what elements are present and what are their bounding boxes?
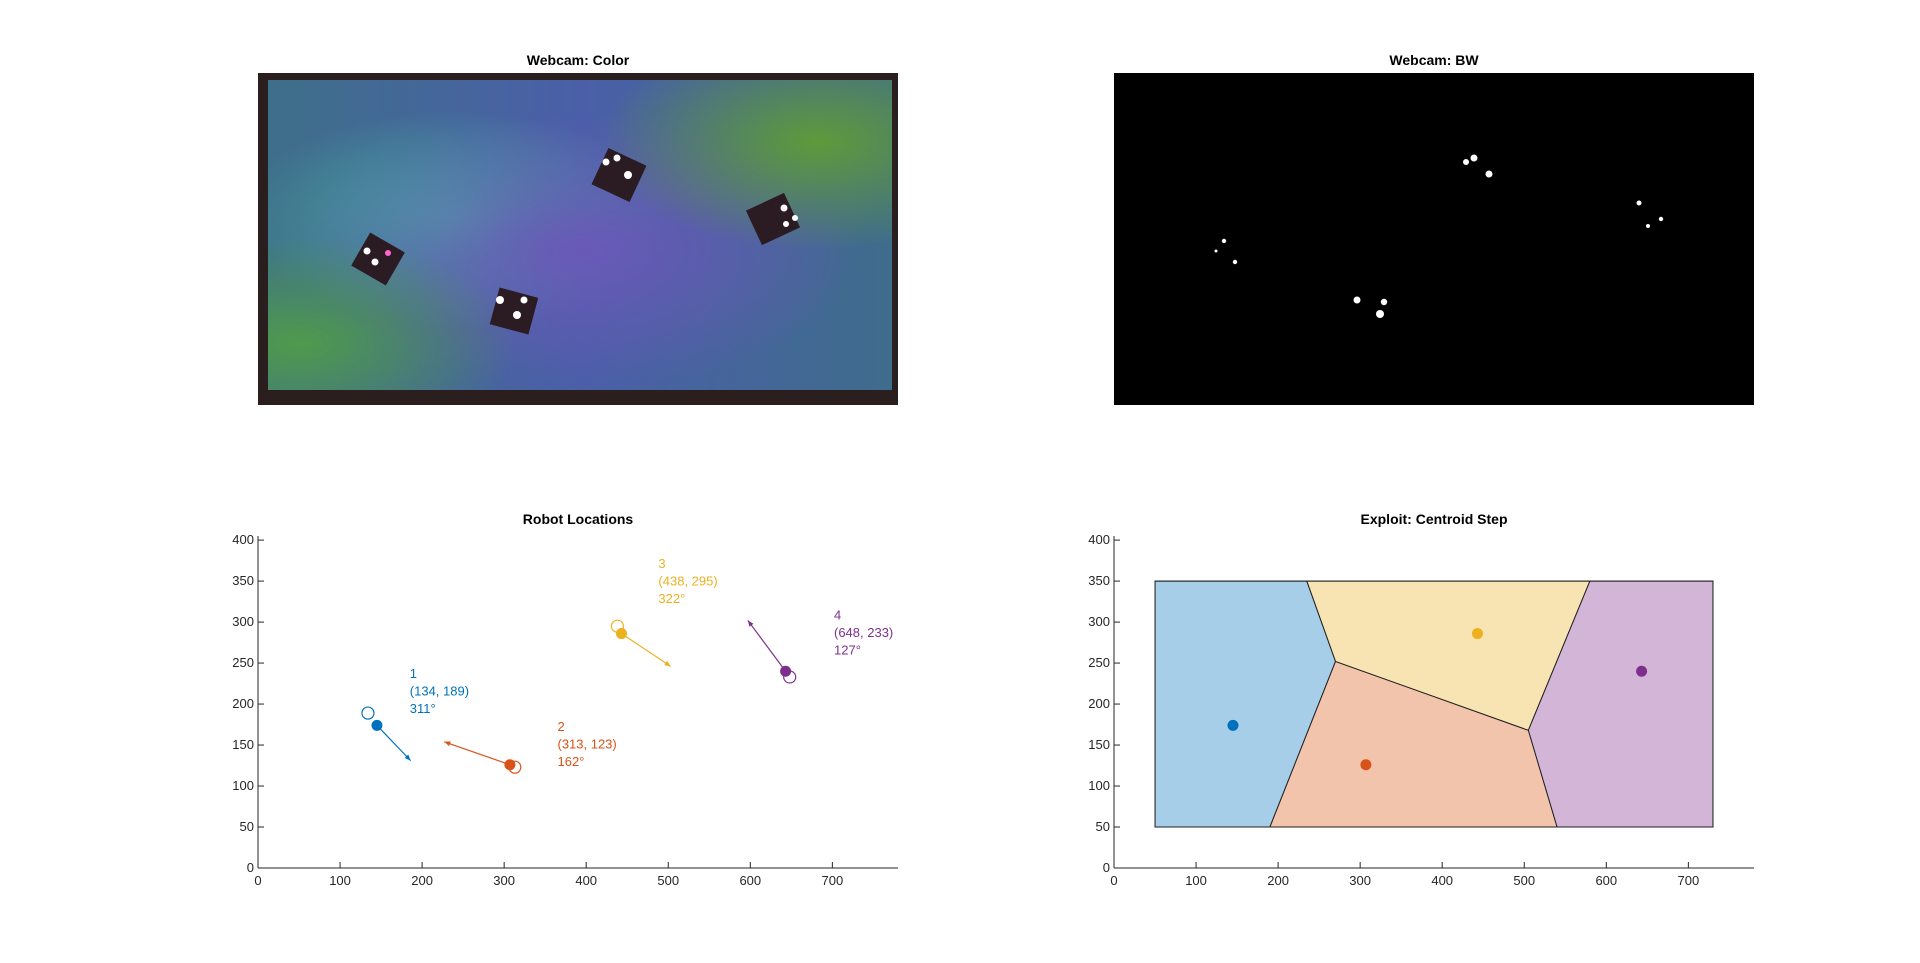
y-tick-label: 350: [232, 573, 254, 588]
robot-1-previous-marker: [361, 706, 375, 720]
y-tick-label: 150: [1088, 737, 1110, 752]
y-tick-label: 50: [240, 819, 254, 834]
y-tick-label: 0: [247, 860, 254, 875]
x-tick-label: 200: [1267, 873, 1289, 888]
robot-1-label-position: (134, 189): [410, 683, 469, 698]
robot-photo-4: [745, 192, 801, 246]
robot-1-heading-line: [376, 724, 412, 762]
webcam-color-title: Webcam: Color: [527, 52, 630, 68]
robot-3-current-marker: [615, 628, 627, 640]
x-tick-label: 700: [1678, 873, 1700, 888]
y-tick-label: 350: [1088, 573, 1110, 588]
y-tick-label: 400: [232, 532, 254, 547]
x-tick-label: 0: [1110, 873, 1117, 888]
robot-4-heading-line: [747, 620, 787, 672]
robot-2: 2 (313, 123) 162°: [444, 719, 617, 774]
y-tick-label: 0: [1103, 860, 1110, 875]
y-tick-label: 300: [1088, 614, 1110, 629]
robot-2-label-position: (313, 123): [557, 737, 616, 752]
robot-photo-1: [351, 232, 405, 286]
robot-1-heading-arrowhead: [404, 754, 411, 761]
y-tick-label: 250: [1088, 655, 1110, 670]
chart-title: Robot Locations: [523, 511, 634, 527]
y-tick-label: 200: [232, 696, 254, 711]
y-tick-label: 150: [232, 737, 254, 752]
bw-blobs: [1214, 154, 1664, 318]
robot-2-current-marker: [504, 759, 516, 771]
robot-3-label-id: 3: [658, 556, 665, 571]
robot-locations-chart: Robot Locations 0 100 200 300 400 500 600 700 0 50…: [232, 511, 898, 888]
y-tick-label: 400: [1088, 532, 1110, 547]
centroid-robot-4: [1636, 665, 1648, 677]
x-tick-label: 400: [575, 873, 597, 888]
webcam-bw-image: [1114, 73, 1754, 405]
robot-4-heading-arrowhead: [747, 620, 754, 627]
x-tick-label: 300: [1349, 873, 1371, 888]
robot-3: 3 (438, 295) 322°: [610, 556, 718, 667]
robot-3-heading-line: [621, 633, 672, 667]
robot-4-current-marker: [780, 665, 792, 677]
webcam-bw-panel: Webcam: BW: [1114, 52, 1754, 405]
x-tick-label: 600: [1595, 873, 1617, 888]
y-tick-label: 50: [1096, 819, 1110, 834]
y-tick-label: 300: [232, 614, 254, 629]
robot-photo-2: [489, 287, 539, 335]
robot-2-label-id: 2: [557, 719, 564, 734]
robot-2-heading-arrowhead: [444, 741, 451, 747]
robot-1-label-id: 1: [410, 666, 417, 681]
robot-1-current-marker: [371, 719, 383, 731]
chart-title: Exploit: Centroid Step: [1361, 511, 1508, 527]
robot-3-heading-arrowhead: [664, 660, 671, 667]
y-tick-label: 250: [232, 655, 254, 670]
webcam-bw-title: Webcam: BW: [1389, 52, 1479, 68]
x-tick-label: 200: [411, 873, 433, 888]
centroid-robot-1: [1227, 719, 1239, 731]
robot-photo-3: [591, 147, 647, 203]
x-tick-label: 500: [1513, 873, 1535, 888]
x-tick-label: 0: [254, 873, 261, 888]
arena-boundary: [1154, 580, 1714, 828]
robot-4-label-id: 4: [834, 608, 841, 623]
x-tick-label: 100: [329, 873, 351, 888]
robot-4-label-angle: 127°: [834, 643, 861, 658]
x-tick-label: 300: [493, 873, 515, 888]
robot-2-label-angle: 162°: [557, 754, 584, 769]
robot-3-label-position: (438, 295): [658, 573, 717, 588]
y-tick-label: 200: [1088, 696, 1110, 711]
y-tick-label: 100: [232, 778, 254, 793]
centroid-robot-3: [1471, 628, 1483, 640]
y-tick-label: 100: [1088, 778, 1110, 793]
webcam-color-panel: Webcam: Color: [258, 52, 898, 405]
robot-1-label-angle: 311°: [410, 701, 436, 716]
robot-3-label-angle: 322°: [658, 591, 685, 606]
robot-4-label-position: (648, 233): [834, 625, 893, 640]
robot-1: 1 (134, 189) 311°: [361, 666, 469, 762]
x-tick-label: 100: [1185, 873, 1207, 888]
webcam-color-image: [268, 80, 892, 390]
robot-2-heading-line: [444, 741, 511, 766]
x-tick-label: 600: [739, 873, 761, 888]
robot-4: 4 (648, 233) 127°: [747, 608, 893, 684]
centroid-robot-2: [1360, 759, 1372, 771]
x-tick-label: 400: [1431, 873, 1453, 888]
x-tick-label: 500: [657, 873, 679, 888]
x-tick-label: 700: [822, 873, 844, 888]
